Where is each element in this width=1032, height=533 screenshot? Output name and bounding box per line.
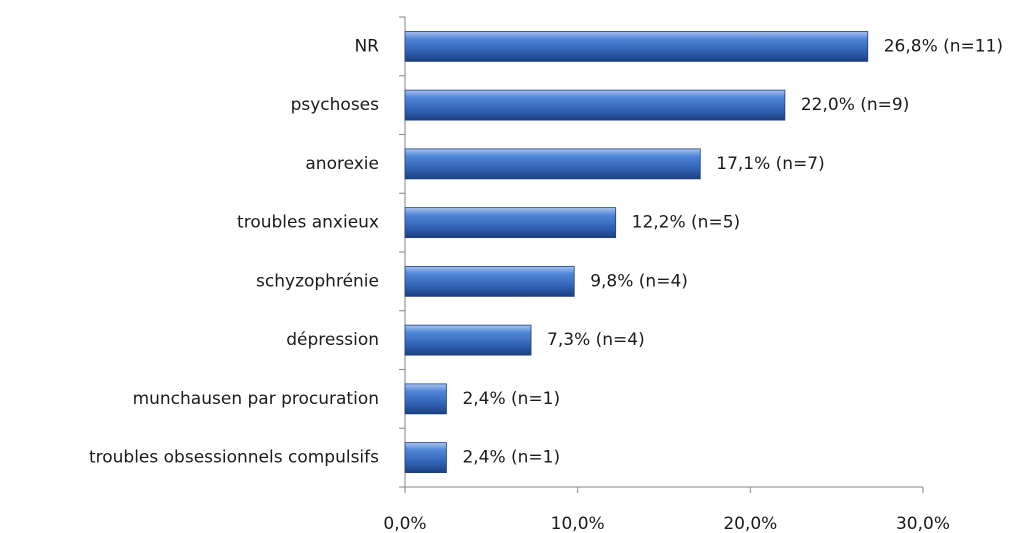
y-tick-label: troubles anxieux xyxy=(237,213,379,233)
x-tick-label: 0,0% xyxy=(383,514,426,533)
bar xyxy=(404,265,575,297)
bar xyxy=(404,30,869,62)
y-tick-label: anorexie xyxy=(305,154,379,174)
y-tick-label: schyzophrénie xyxy=(256,271,379,291)
x-tick-label: 20,0% xyxy=(723,514,777,533)
x-tick-label: 30,0% xyxy=(896,514,950,533)
y-tick-label: NR xyxy=(354,36,379,56)
value-label: 2,4% (n=1) xyxy=(462,448,560,468)
bar xyxy=(404,324,532,356)
y-tick-label: psychoses xyxy=(291,95,380,115)
value-label: 2,4% (n=1) xyxy=(462,389,560,409)
bar xyxy=(404,148,701,180)
bar xyxy=(404,442,447,474)
value-label: 7,3% (n=4) xyxy=(547,330,645,350)
value-label: 22,0% (n=9) xyxy=(801,95,910,115)
x-tick-label: 10,0% xyxy=(551,514,605,533)
y-tick-label: munchausen par procuration xyxy=(133,389,379,409)
value-label: 17,1% (n=7) xyxy=(716,154,825,174)
y-tick-label: troubles obsessionnels compulsifs xyxy=(89,448,379,468)
value-label: 26,8% (n=11) xyxy=(884,36,1003,56)
y-tick-label: dépression xyxy=(286,330,379,350)
bar xyxy=(404,89,786,121)
bar xyxy=(404,383,447,415)
bar xyxy=(404,207,617,239)
value-label: 12,2% (n=5) xyxy=(632,213,741,233)
value-label: 9,8% (n=4) xyxy=(590,271,688,291)
